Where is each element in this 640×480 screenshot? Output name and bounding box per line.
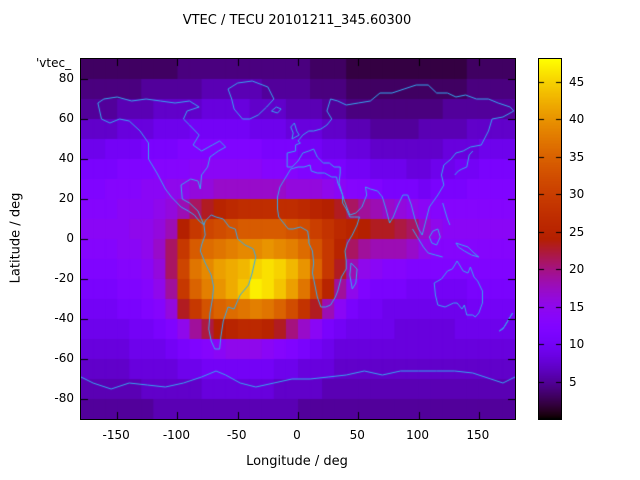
- y-tick-label: -80: [54, 391, 74, 405]
- colorbar-tick-label: 40: [569, 111, 585, 126]
- x-tick-label: 100: [406, 428, 429, 442]
- x-tick-label: 0: [293, 428, 301, 442]
- y-tick-label: 80: [58, 71, 74, 85]
- colorbar-tick-label: 35: [569, 149, 585, 164]
- y-tick-label: -40: [54, 311, 74, 325]
- y-tick-label: -60: [54, 351, 74, 365]
- colorbar-tick-label: 20: [569, 261, 585, 276]
- chart-title: VTEC / TECU 20101211_345.60300: [182, 13, 412, 28]
- x-tick-label: 150: [466, 428, 490, 442]
- plot-area: [80, 58, 516, 420]
- y-tick-label: 60: [58, 111, 74, 125]
- colorbar-canvas: [539, 59, 561, 419]
- x-tick-label: -50: [226, 428, 247, 442]
- colorbar-tick-label: 15: [569, 299, 585, 314]
- x-tick-label: -100: [162, 428, 191, 442]
- y-tick-label: 0: [66, 231, 74, 245]
- colorbar-tick-label: 5: [569, 374, 577, 389]
- heatmap-canvas: [81, 59, 515, 419]
- colorbar: [538, 58, 562, 420]
- colorbar-tick-label: 10: [569, 336, 585, 351]
- x-tick-label: -150: [102, 428, 130, 442]
- y-tick-label: 40: [58, 151, 74, 165]
- colorbar-tick-label: 45: [569, 74, 585, 89]
- legend-key-label: 'vtec_: [36, 56, 72, 70]
- colorbar-tick-label: 25: [569, 224, 585, 239]
- y-tick-label: 20: [58, 191, 74, 205]
- y-tick-label: -20: [54, 271, 74, 285]
- y-axis-label: Latitude / deg: [8, 192, 24, 284]
- x-axis-label: Longitude / deg: [246, 454, 348, 469]
- colorbar-tick-label: 30: [569, 186, 585, 201]
- x-tick-label: 50: [349, 428, 365, 442]
